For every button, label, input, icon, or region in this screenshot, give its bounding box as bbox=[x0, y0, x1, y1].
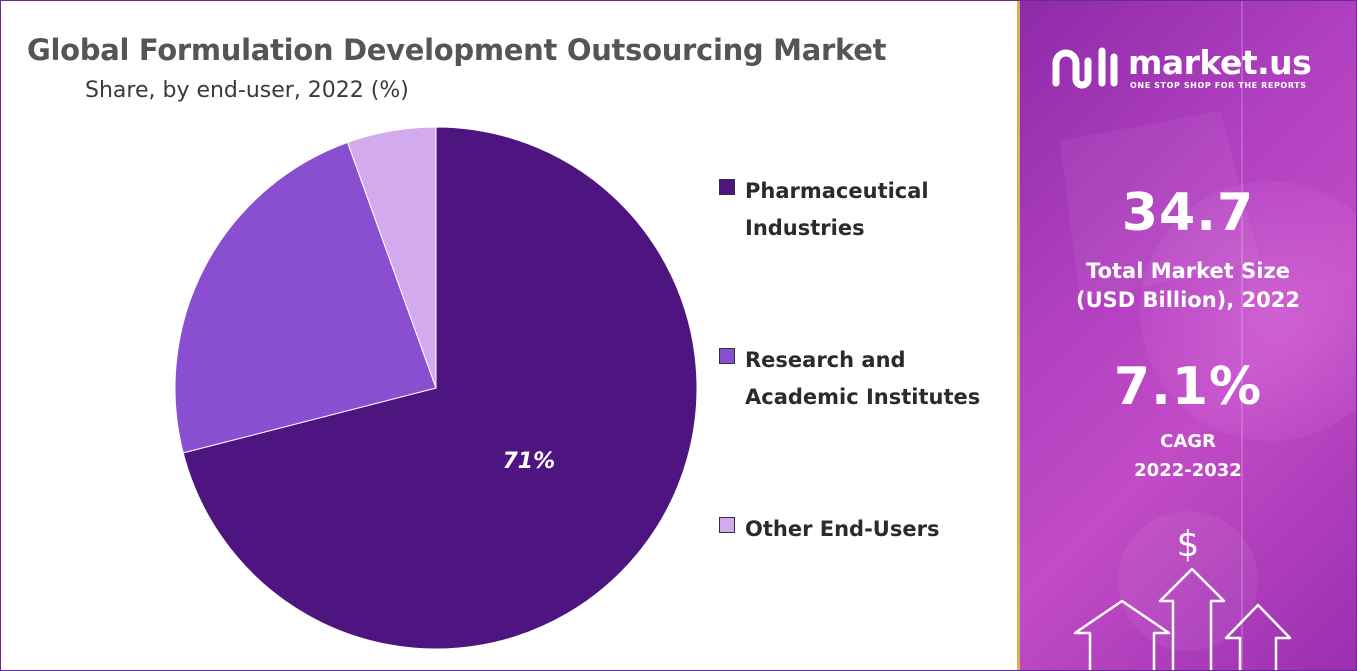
pie-data-label: 71% bbox=[502, 449, 555, 474]
chart-subtitle: Share, by end-user, 2022 (%) bbox=[85, 78, 409, 103]
chart-panel: Global Formulation Development Outsourci… bbox=[1, 1, 1017, 670]
dollar-icon: $ bbox=[1176, 524, 1200, 565]
legend-swatch bbox=[719, 348, 735, 364]
pie-chart: 71% bbox=[174, 126, 698, 650]
legend-swatch bbox=[719, 179, 735, 195]
stats-panel: $ market.us ONE STOP SHOP FOR THE REPORT… bbox=[1020, 1, 1356, 670]
panel-divider bbox=[1017, 1, 1020, 670]
pie-slice-other-end-users bbox=[346, 126, 437, 389]
legend-swatch bbox=[719, 517, 735, 533]
pie-slice-pharmaceutical-industries bbox=[182, 126, 698, 650]
brand-tagline: ONE STOP SHOP FOR THE REPORTS bbox=[1130, 81, 1307, 90]
brand-logo: market.us ONE STOP SHOP FOR THE REPORTS bbox=[1050, 43, 1340, 93]
pie-slice-research-and-academic-institutes bbox=[174, 141, 437, 454]
legend-label: Pharmaceutical Industries bbox=[745, 179, 929, 240]
cagr-label: CAGR 2022-2032 bbox=[1134, 431, 1242, 481]
background-glow bbox=[1140, 181, 1356, 441]
market-size-label: Total Market Size (USD Billion), 2022 bbox=[1075, 259, 1301, 312]
legend-label: Research and Academic Institutes bbox=[745, 348, 981, 409]
cagr-value: 7.1% bbox=[1113, 357, 1263, 417]
market-size-value: 34.7 bbox=[1121, 183, 1255, 243]
legend-label: Other End-Users bbox=[745, 517, 940, 541]
growth-arrows-icon bbox=[1073, 567, 1292, 670]
market-us-logo-icon bbox=[1052, 47, 1118, 89]
decorative-background bbox=[1060, 1, 1292, 670]
brand-name: market.us bbox=[1128, 43, 1312, 82]
chart-title: Global Formulation Development Outsourci… bbox=[27, 33, 887, 67]
